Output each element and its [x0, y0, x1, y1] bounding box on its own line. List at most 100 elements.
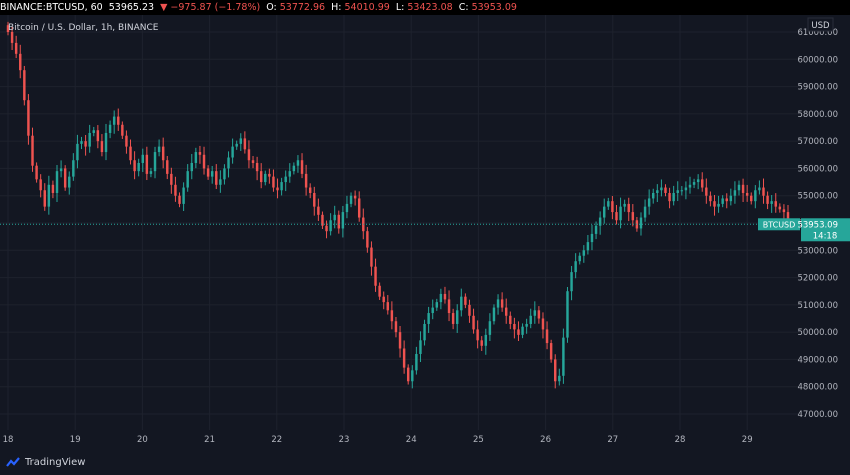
price-tick-label: 52000.00: [797, 274, 838, 284]
candle: [717, 195, 720, 213]
candle: [300, 153, 304, 179]
candle: [255, 156, 259, 181]
candle: [272, 169, 275, 192]
candle: [202, 146, 206, 175]
candle: [239, 133, 242, 151]
tradingview-logo-icon[interactable]: [6, 457, 22, 469]
time-tick-label: 18: [3, 435, 14, 445]
low-value: 53423.08: [407, 2, 453, 13]
time-tick-label: 23: [339, 435, 350, 445]
candle: [627, 197, 630, 222]
candle: [268, 168, 271, 184]
candle: [574, 253, 577, 279]
candle: [337, 210, 341, 234]
candle: [509, 311, 512, 330]
candle: [517, 321, 520, 342]
candle: [525, 318, 528, 334]
candle: [398, 326, 402, 358]
candle: [125, 130, 128, 154]
candle: [68, 171, 71, 195]
candle: [227, 151, 230, 178]
price-tick-label: 61000.00: [797, 28, 838, 38]
candle: [766, 191, 769, 210]
high-value: 54010.99: [344, 2, 390, 13]
candle: [39, 174, 42, 198]
time-tick-label: 28: [675, 435, 686, 445]
candle: [104, 123, 108, 161]
candle: [23, 65, 26, 106]
candle: [513, 317, 516, 339]
symbol-tag-bg: [758, 218, 800, 231]
candle: [590, 224, 594, 251]
candle: [529, 308, 532, 329]
price-tick-label: 51000.00: [797, 301, 838, 311]
candle: [603, 198, 606, 224]
candle: [19, 44, 22, 79]
candle: [676, 181, 679, 202]
candle: [664, 184, 667, 197]
price-tag-bg: [801, 218, 850, 242]
candle: [96, 125, 100, 149]
candle: [729, 188, 733, 206]
time-tick-label: 25: [473, 435, 484, 445]
candle: [76, 134, 79, 169]
candles: [6, 21, 790, 389]
candle: [264, 170, 267, 186]
candle: [554, 354, 557, 389]
price-chart[interactable]: 61000.00 60000.00 59000.00 58000.00 57000.00…: [0, 15, 850, 452]
candle: [206, 165, 210, 180]
candle: [406, 364, 410, 385]
candle: [725, 193, 728, 209]
candle: [692, 178, 696, 189]
candle: [423, 319, 426, 346]
footer: TradingView: [0, 452, 850, 475]
candle: [296, 155, 300, 173]
candle: [782, 204, 786, 220]
candle: [284, 170, 287, 192]
currency-badge[interactable]: [807, 17, 834, 32]
price-tick-label: 60000.00: [797, 55, 838, 65]
candle: [598, 211, 602, 235]
candle: [705, 178, 708, 204]
candle: [108, 120, 112, 139]
candle: [566, 286, 569, 343]
price-tick-label: 58000.00: [797, 110, 838, 120]
candle: [31, 127, 34, 172]
candle: [533, 301, 537, 324]
candle: [541, 312, 545, 339]
symbol-info-bar: BINANCE:BTCUSD, 60 53965.23 ▼ −975.87 (−1…: [0, 0, 850, 15]
candle: [447, 290, 451, 322]
time-tick-label: 26: [540, 435, 551, 445]
low-label: L:: [395, 2, 405, 13]
price-change: −975.87 (−1.78%): [170, 2, 261, 13]
symbol-label: BINANCE:BTCUSD, 60: [0, 2, 103, 13]
candle: [137, 158, 140, 177]
candle: [684, 181, 688, 200]
candle: [6, 21, 10, 36]
time-tick-label: 24: [406, 435, 417, 445]
candle: [419, 331, 422, 363]
candle: [709, 191, 712, 207]
candle: [370, 241, 373, 276]
candle: [496, 294, 500, 315]
high-label: H:: [331, 2, 342, 13]
candle: [357, 191, 361, 222]
candle: [652, 188, 655, 204]
candle: [166, 156, 169, 180]
candle: [210, 165, 214, 184]
time-axis[interactable]: 18 19 20 21 22 23 24 25 26 27 28 29: [3, 435, 753, 445]
candle: [349, 192, 353, 208]
candle: [341, 205, 345, 238]
candle: [504, 298, 508, 324]
candle: [451, 308, 455, 330]
candle: [741, 178, 745, 202]
candle: [750, 192, 753, 205]
candle: [762, 178, 765, 204]
candle: [63, 165, 67, 191]
time-tick-label: 22: [271, 435, 282, 445]
price-tick-label: 47000.00: [797, 410, 838, 420]
candle: [317, 198, 320, 221]
candle: [394, 316, 398, 338]
tradingview-brand[interactable]: TradingView: [25, 457, 86, 468]
candle: [464, 293, 467, 309]
